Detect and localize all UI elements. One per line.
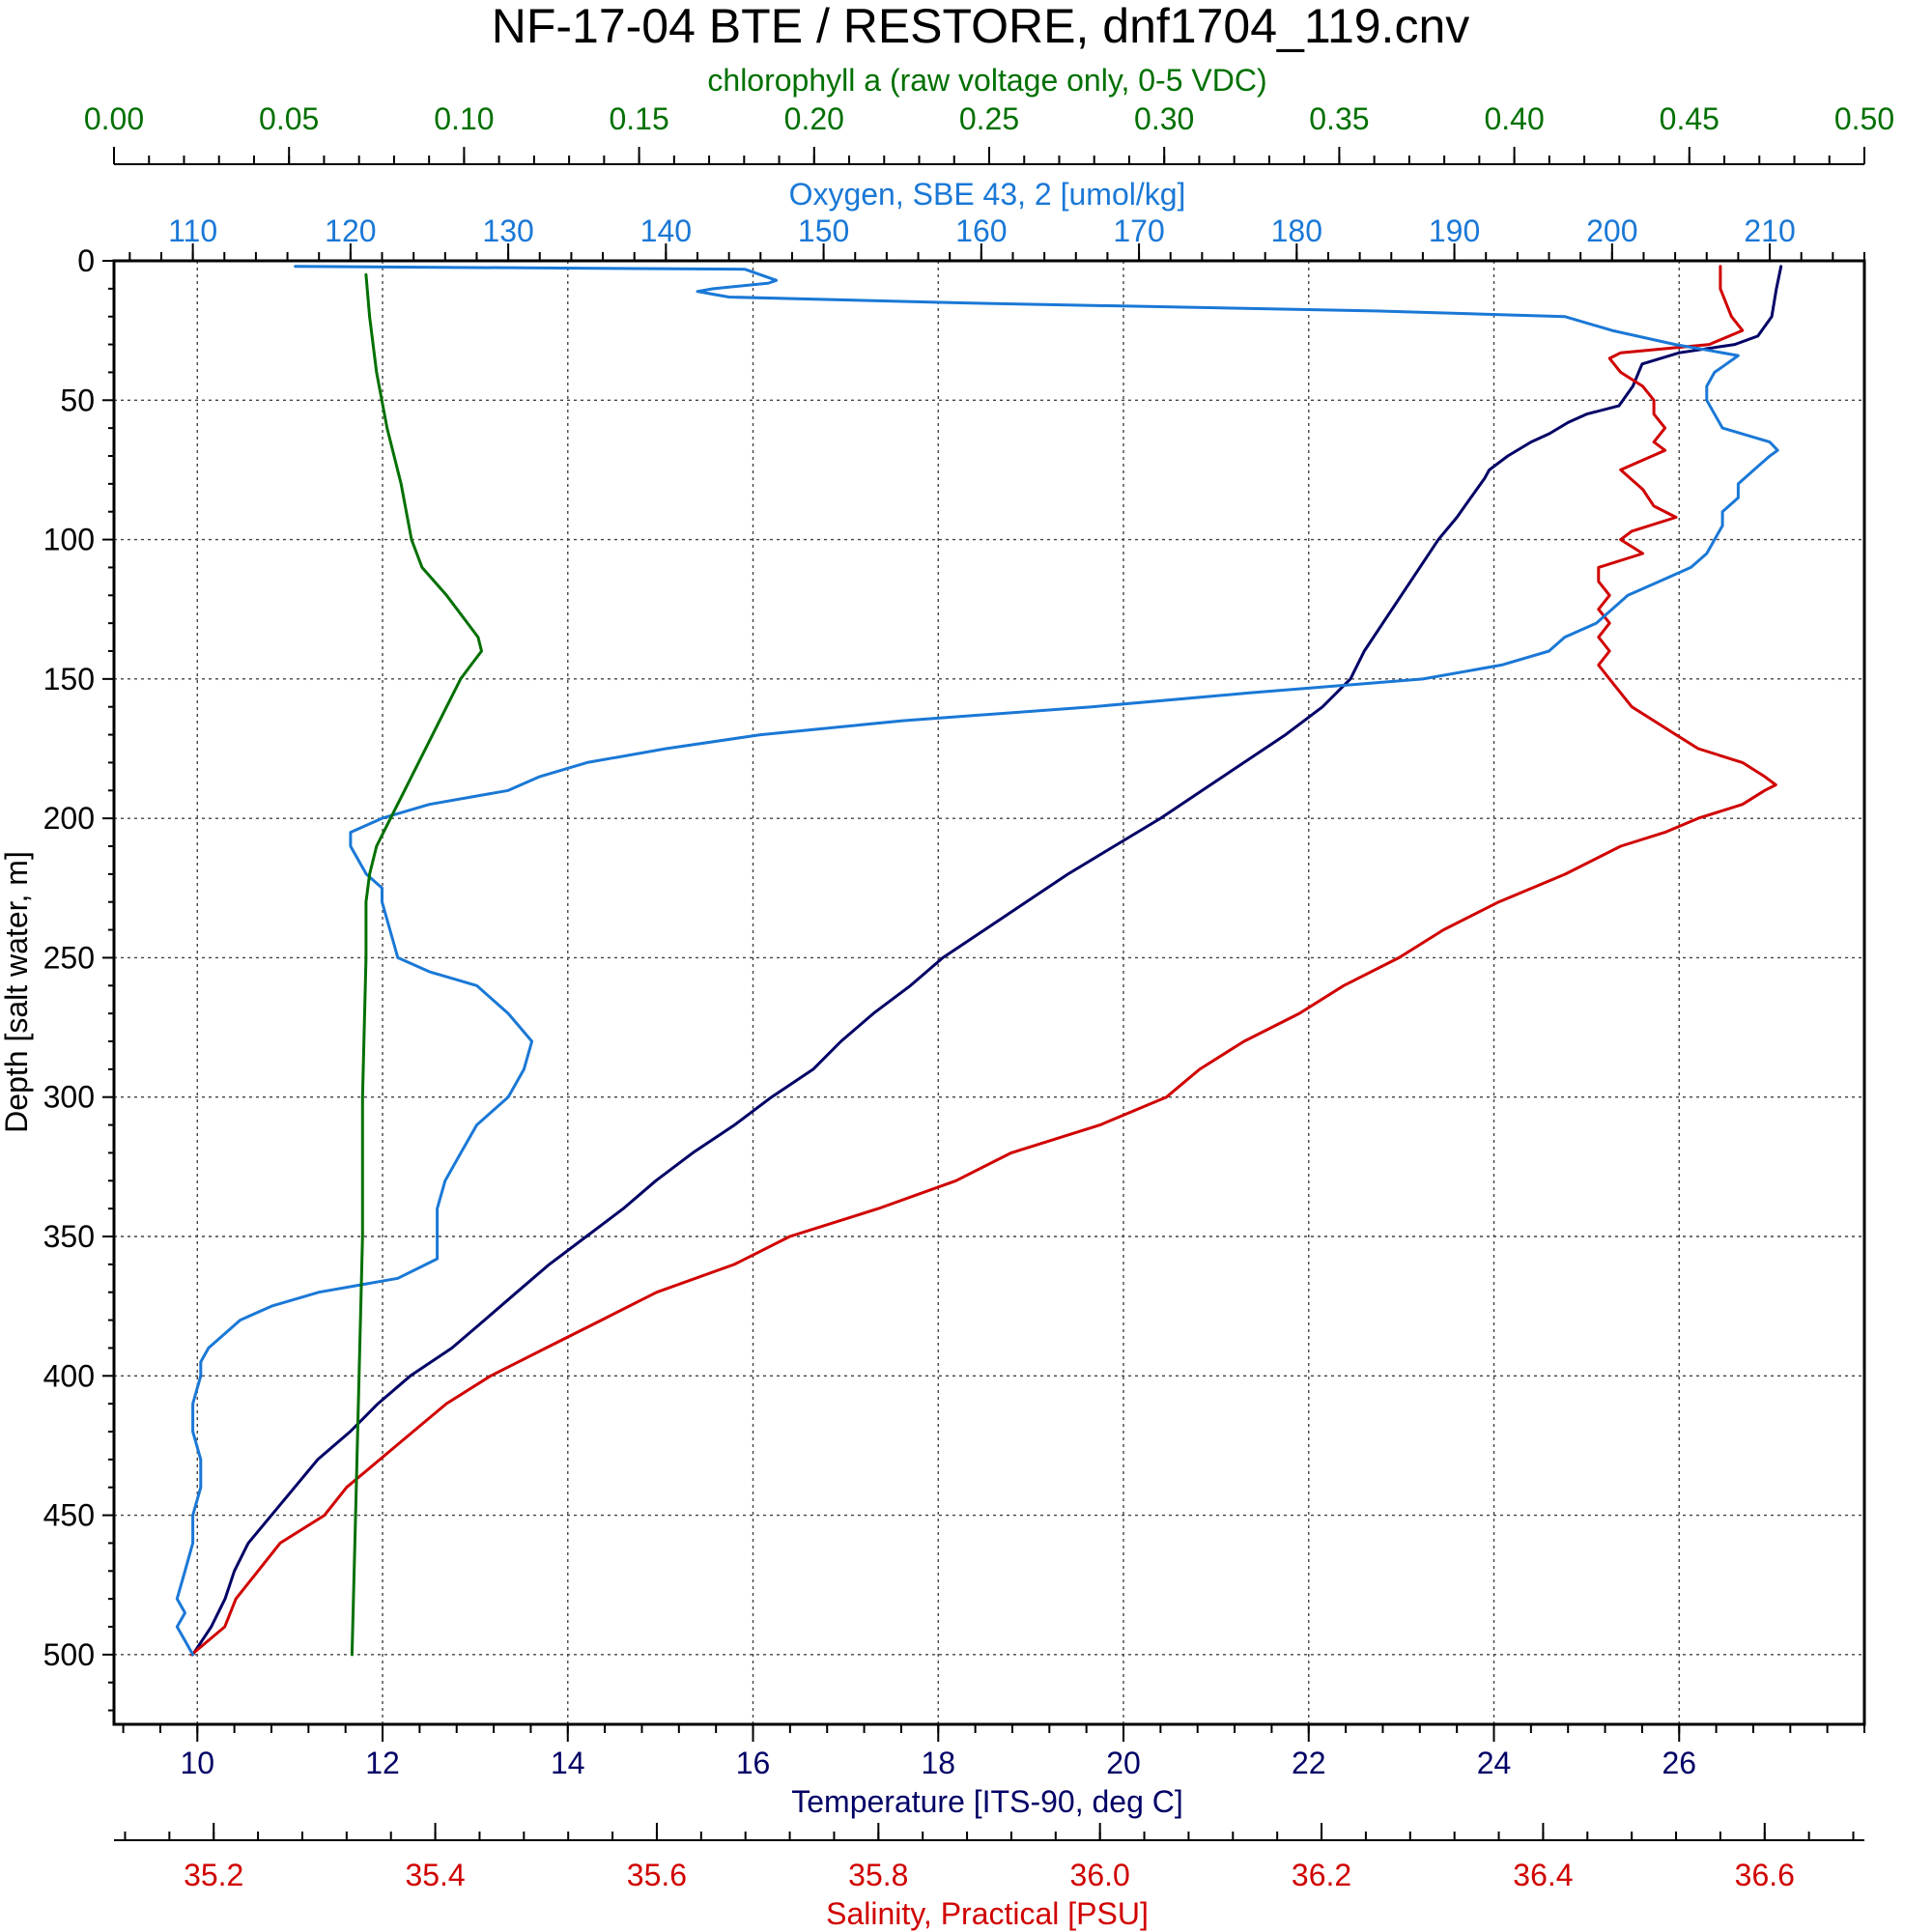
oxygen-tick-label: 210: [1744, 213, 1795, 248]
chlorophyll-profile-line: [350, 272, 483, 1657]
oxygen-tick-label: 140: [640, 213, 692, 248]
depth-tick-label: 250: [43, 940, 95, 975]
oxygen-tick-label: 150: [798, 213, 849, 248]
chlorophyll-tick-label: 0.20: [784, 101, 844, 136]
temperature-tick-label: 10: [180, 1746, 214, 1780]
salinity-tick-label: 36.4: [1513, 1858, 1573, 1892]
depth-tick-label: 0: [77, 243, 95, 278]
plot-frame: [112, 259, 1866, 1726]
temperature-axis: 10 12 14 16 18 20 22 24 26 Temperature [ITS-90, …: [122, 1724, 1865, 1819]
chlorophyll-tick-label: 0.30: [1134, 101, 1194, 136]
temperature-tick-label: 26: [1662, 1746, 1696, 1780]
salinity-tick-label: 36.0: [1070, 1858, 1130, 1892]
salinity-axis: 35.2 35.4 35.6 35.8 36.0 36.2 36.4 36.6 Salinit…: [114, 1823, 1864, 1931]
chlorophyll-tick-label: 0.10: [434, 101, 494, 136]
chlorophyll-tick-label: 0.45: [1660, 101, 1719, 136]
oxygen-tick-label: 160: [955, 213, 1007, 248]
oxygen-profile-line: [175, 265, 1779, 1657]
oxygen-axis: Oxygen, SBE 43, 2 [umol/kg] 110 120 130 140…: [128, 177, 1865, 261]
chlorophyll-axis-title: chlorophyll a (raw voltage only, 0-5 VDC…: [707, 63, 1266, 98]
salinity-tick-label: 35.8: [848, 1858, 908, 1892]
temperature-axis-title: Temperature [ITS-90, deg C]: [791, 1784, 1183, 1819]
depth-axis-title: Depth [salt water, m]: [0, 851, 34, 1133]
oxygen-tick-label: 130: [482, 213, 533, 248]
temperature-tick-label: 24: [1477, 1746, 1512, 1780]
depth-tick-label: 450: [43, 1498, 95, 1533]
depth-tick-label: 500: [43, 1637, 95, 1672]
oxygen-axis-title: Oxygen, SBE 43, 2 [umol/kg]: [789, 177, 1186, 212]
temperature-tick-label: 18: [921, 1746, 955, 1780]
temperature-tick-label: 16: [736, 1746, 771, 1780]
oxygen-tick-label: 120: [325, 213, 376, 248]
chlorophyll-tick-label: 0.50: [1834, 101, 1894, 136]
salinity-tick-label: 36.2: [1292, 1858, 1351, 1892]
oxygen-tick-label: 170: [1113, 213, 1164, 248]
salinity-tick-label: 35.2: [184, 1858, 243, 1892]
salinity-profile-line: [189, 265, 1777, 1657]
plot-area: [112, 259, 1866, 1726]
depth-tick-label: 400: [43, 1358, 95, 1393]
salinity-tick-label: 36.6: [1735, 1858, 1795, 1892]
chlorophyll-tick-label: 0.25: [959, 101, 1019, 136]
oxygen-tick-label: 190: [1429, 213, 1480, 248]
depth-tick-label: 350: [43, 1219, 95, 1254]
chlorophyll-tick-label: 0.35: [1309, 101, 1369, 136]
depth-axis: Depth [salt water, m] 0 50 100 150 200 250 300…: [0, 243, 114, 1712]
salinity-tick-label: 35.4: [405, 1858, 465, 1892]
chlorophyll-tick-label: 0.05: [259, 101, 319, 136]
salinity-axis-title: Salinity, Practical [PSU]: [826, 1896, 1149, 1931]
chlorophyll-axis: chlorophyll a (raw voltage only, 0-5 VDC…: [84, 63, 1894, 165]
chlorophyll-tick-label: 0.00: [84, 101, 144, 136]
oxygen-tick-label: 180: [1271, 213, 1322, 248]
chlorophyll-tick-label: 0.15: [609, 101, 668, 136]
temperature-tick-label: 14: [551, 1746, 585, 1780]
depth-tick-label: 50: [60, 383, 95, 417]
temperature-tick-label: 22: [1292, 1746, 1326, 1780]
salinity-tick-label: 35.6: [627, 1858, 687, 1892]
depth-tick-label: 200: [43, 801, 95, 836]
temperature-tick-label: 12: [365, 1746, 400, 1780]
temperature-tick-label: 20: [1106, 1746, 1141, 1780]
chart-title: NF-17-04 BTE / RESTORE, dnf1704_119.cnv: [492, 0, 1470, 53]
chlorophyll-tick-label: 0.40: [1484, 101, 1544, 136]
depth-tick-label: 100: [43, 523, 95, 557]
temperature-profile-line: [191, 265, 1783, 1657]
depth-tick-label: 300: [43, 1080, 95, 1115]
oxygen-tick-label: 110: [168, 213, 217, 248]
depth-tick-label: 150: [43, 662, 95, 696]
oxygen-tick-label: 200: [1586, 213, 1637, 248]
